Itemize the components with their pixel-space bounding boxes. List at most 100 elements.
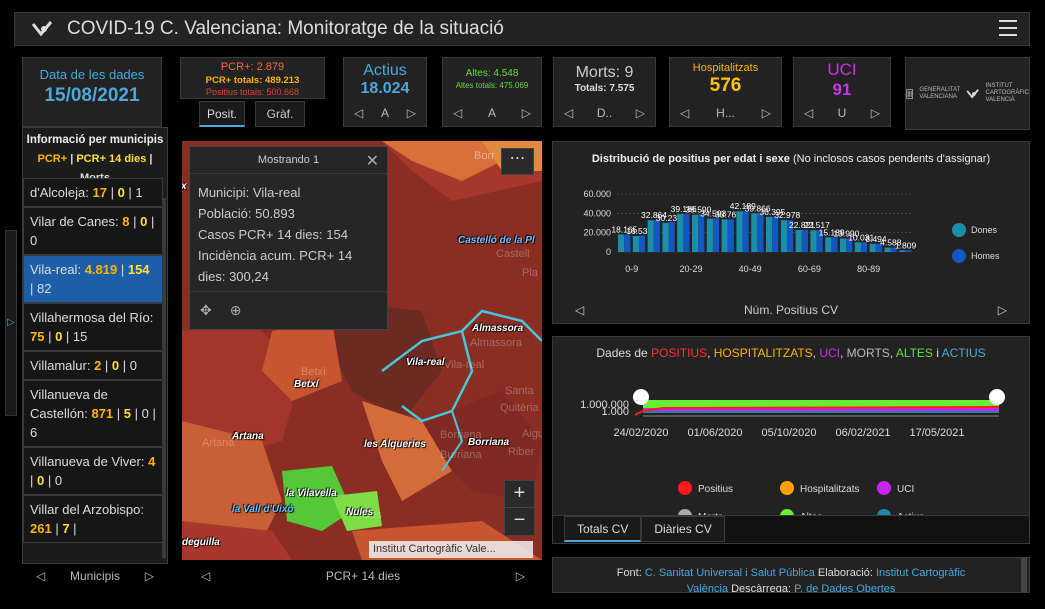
age-sex-chart: Distribució de positius per edat i sexe …: [552, 141, 1030, 324]
map-label-vilavella: la Vilavella: [286, 488, 337, 499]
legend-label: Altes: [800, 512, 822, 516]
chevron-left-icon[interactable]: ◁: [36, 569, 46, 583]
zoom-to-icon[interactable]: ⊕: [229, 302, 242, 318]
popup-line-poblacio: Població: 50.893: [198, 206, 295, 221]
list-item[interactable]: Villar del Arzobispo: 261 | 7 |: [23, 495, 163, 543]
hosp-label: Hospitalitzats: [692, 62, 759, 74]
morts-nav-label: D..: [596, 106, 613, 120]
area-actius: [643, 411, 999, 413]
font-link[interactable]: C. Sanitat Universal i Salut Pública: [644, 567, 815, 579]
footer: Font: C. Sanitat Universal i Salut Públi…: [552, 557, 1030, 593]
elab-link[interactable]: Institut Cartogràfic: [876, 567, 966, 579]
chevron-right-icon[interactable]: ▷: [997, 302, 1007, 317]
municipis-nav: ◁ Municipis ▷: [32, 566, 158, 586]
chevron-right-icon[interactable]: ▷: [521, 106, 531, 120]
gv-crest-icon: [906, 88, 914, 99]
tab-graf[interactable]: Gràf.: [255, 101, 305, 127]
chart2-title-part: ALTES: [895, 346, 933, 360]
download-link[interactable]: P. de Dades Obertes: [794, 583, 896, 593]
scrollbar[interactable]: [162, 198, 166, 558]
data-label: 38.590: [685, 205, 711, 215]
tab-diaries-cv[interactable]: Diàries CV: [641, 516, 725, 542]
elab-link-2[interactable]: València: [686, 583, 729, 593]
pcr-value: PCR+: 2.879: [220, 61, 285, 73]
scrollbar[interactable]: [1021, 558, 1027, 592]
morts-nav: ◁ D.. ▷: [554, 100, 655, 126]
hamburger-icon[interactable]: [999, 20, 1017, 38]
map-popup: Mostrando 1 ✕ Municipi: Vila-real Poblac…: [189, 146, 388, 330]
bar: [816, 230, 823, 252]
list-item[interactable]: Villahermosa del Río: 75 | 0 | 15: [23, 303, 163, 351]
chevron-left-icon[interactable]: ◁: [575, 302, 585, 317]
map-underlay-betxi: Betxí: [301, 366, 327, 378]
legend-label: Dones: [971, 225, 998, 235]
footer-line2: València Descàrrega: P. de Dades Obertes: [686, 583, 896, 593]
bar: [668, 222, 675, 252]
map-underlay-santa: Santa: [505, 385, 534, 397]
zoom-in-button[interactable]: +: [505, 481, 534, 508]
chevron-left-icon[interactable]: ◁: [804, 106, 814, 120]
chevron-left-icon[interactable]: ◁: [453, 106, 463, 120]
municipis-panel: Informació per municipis PCR+ | PCR+ 14 …: [22, 127, 168, 564]
chart2-title: Dades de POSITIUS, HOSPITALITZATS, UCI, …: [553, 346, 1029, 360]
chevron-right-icon[interactable]: ▷: [515, 569, 525, 583]
tab-totals-cv[interactable]: Totals CV: [564, 516, 642, 542]
list-item[interactable]: Villamalur: 2 | 0 | 0: [23, 351, 163, 380]
move-icon[interactable]: ✥: [200, 302, 212, 318]
bar: [692, 214, 699, 252]
list-item[interactable]: Vila-real: 4.819 | 154 | 82: [23, 255, 163, 303]
more-options-icon[interactable]: ⋯: [501, 148, 534, 175]
data-label: 10.031: [848, 232, 874, 242]
list-item[interactable]: Villanueva de Castellón: 871 | 5 | 0 | 6: [23, 380, 163, 447]
list-item[interactable]: Vilar de Canes: 8 | 0 | 0: [23, 207, 163, 255]
y-tick-label: 60.000: [583, 189, 611, 199]
chart2-title-part: ,: [840, 346, 847, 360]
y-tick-label: 40.000: [583, 208, 611, 218]
bar: [786, 220, 794, 252]
logos-card: GENERALITAT VALENCIANA INSTITUT CARTOGRÀFI…: [905, 57, 1030, 130]
bar: [736, 211, 743, 252]
map-attribution[interactable]: Institut Cartogràfic Vale...: [369, 541, 533, 558]
close-icon[interactable]: ✕: [365, 153, 379, 170]
side-panel-toggle[interactable]: ▷: [5, 230, 17, 416]
data-label: 33.765: [715, 209, 741, 219]
municipis-header: Informació per municipis PCR+ | PCR+ 14 …: [23, 128, 167, 184]
chevron-right-icon[interactable]: ▷: [406, 106, 416, 120]
chevron-right-icon[interactable]: ▷: [761, 106, 771, 120]
list-item[interactable]: Villanueva de Viver: 4 | 0 | 0: [23, 447, 163, 495]
legend-swatch: [678, 509, 692, 515]
chart2-title-part: ,: [812, 346, 820, 360]
y-tick-label: 0: [606, 247, 611, 257]
chevron-right-icon: ▷: [7, 317, 15, 328]
range-handle-left: [633, 389, 649, 405]
date-value: 15/08/2021: [44, 85, 140, 106]
uci-nav: ◁ U ▷: [794, 100, 890, 126]
chevron-right-icon[interactable]: ▷: [144, 569, 154, 583]
data-label: 8.494: [865, 234, 887, 244]
popup-line-casos: Casos PCR+ 14 dies: 154: [198, 227, 348, 242]
actius-label: Actius: [363, 62, 407, 79]
x-tick-label: 05/10/2020: [761, 427, 816, 439]
bar: [727, 219, 734, 252]
chevron-left-icon[interactable]: ◁: [201, 569, 211, 583]
chevron-right-icon[interactable]: ▷: [635, 106, 645, 120]
chart2-title-part: Dades de: [596, 346, 652, 360]
map-label-vilareal: Vila-real: [406, 357, 445, 368]
chevron-left-icon[interactable]: ◁: [680, 106, 690, 120]
chart2-title-part: UCI: [819, 346, 840, 360]
tab-posit[interactable]: Posit.: [199, 101, 245, 127]
x-tick-label: 60-69: [798, 264, 821, 274]
legend-swatch: [780, 509, 794, 515]
list-item[interactable]: d'Alcoleja: 17 | 0 | 1: [23, 178, 163, 207]
zoom-out-button[interactable]: −: [513, 509, 526, 531]
municipis-list: d'Alcoleja: 17 | 0 | 1 Vilar de Canes: 8 …: [23, 178, 163, 543]
chart2-title-part: MORTS: [846, 346, 890, 360]
bar: [875, 243, 882, 252]
chevron-left-icon[interactable]: ◁: [564, 106, 574, 120]
chevron-right-icon[interactable]: ▷: [870, 106, 880, 120]
bar: [742, 211, 749, 252]
bar: [825, 237, 832, 252]
data-label: 22.821: [789, 220, 815, 230]
chevron-left-icon[interactable]: ◁: [354, 106, 364, 120]
